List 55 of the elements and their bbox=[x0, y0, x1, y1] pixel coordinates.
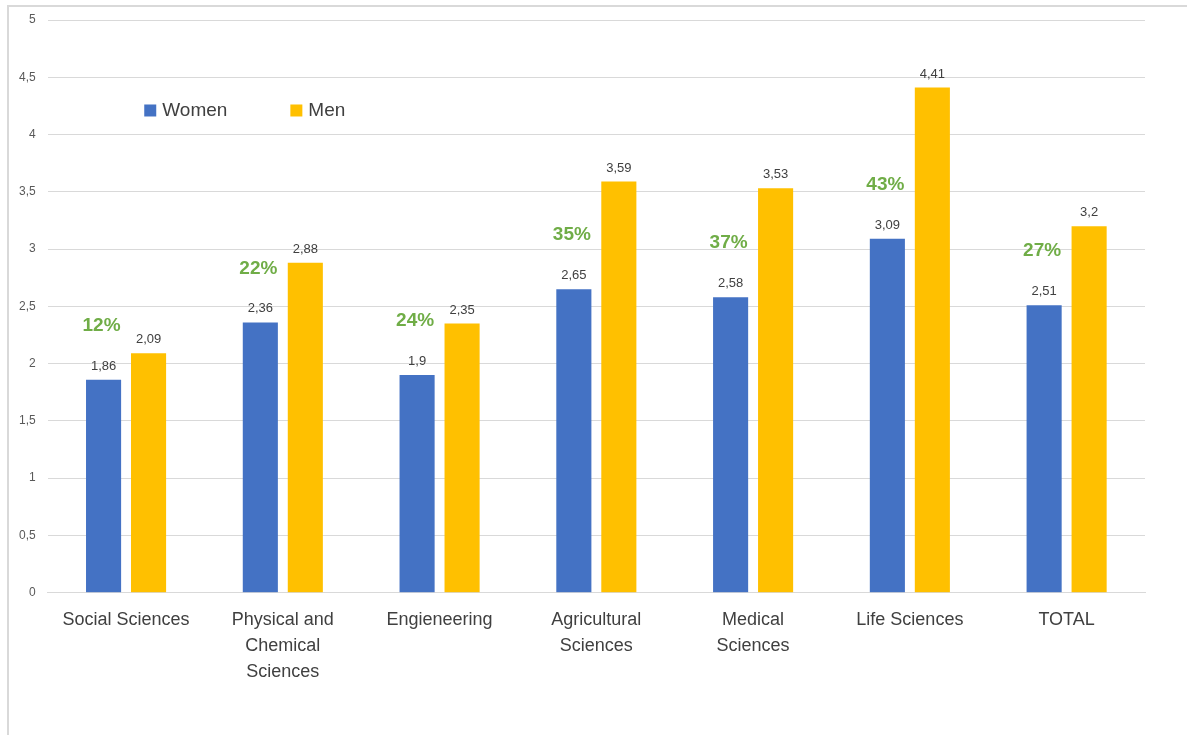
data-label: 2,58 bbox=[717, 275, 744, 291]
x-tick-label: Medical Sciences bbox=[716, 608, 790, 655]
x-tick-label: Physical and Chemical Sciences bbox=[231, 608, 334, 681]
bar bbox=[556, 289, 592, 593]
data-label: 2,51 bbox=[1031, 283, 1057, 299]
annotation: 37% bbox=[709, 231, 748, 253]
annotation: 12% bbox=[82, 313, 121, 335]
data-label: 3,53 bbox=[762, 166, 789, 182]
data-label: 3,59 bbox=[606, 159, 632, 175]
y-tick-label: 3,5 bbox=[18, 184, 36, 199]
y-tick-label: 3 bbox=[28, 241, 36, 256]
data-label: 1,86 bbox=[90, 357, 117, 373]
annotation: 35% bbox=[552, 223, 591, 245]
bar bbox=[713, 297, 749, 593]
x-tick-label: Social Sciences bbox=[62, 608, 190, 629]
bar bbox=[444, 323, 480, 593]
bar bbox=[1026, 305, 1062, 593]
bar bbox=[242, 322, 278, 593]
y-tick-label: 4 bbox=[28, 126, 36, 141]
annotation: 24% bbox=[396, 309, 435, 331]
legend-label: Men bbox=[308, 98, 346, 120]
data-label: 2,65 bbox=[561, 267, 587, 283]
x-tick-label: Life Sciences bbox=[856, 608, 964, 629]
data-label: 2,36 bbox=[247, 300, 273, 316]
data-label: 2,09 bbox=[135, 331, 162, 347]
x-tick-label: TOTAL bbox=[1038, 608, 1095, 629]
bar bbox=[914, 87, 950, 593]
annotation: 27% bbox=[1023, 239, 1062, 261]
y-tick-label: 1,5 bbox=[18, 413, 36, 428]
x-tick-label: Engieneering bbox=[386, 608, 493, 629]
bar bbox=[399, 375, 435, 593]
y-tick-label: 2 bbox=[28, 355, 36, 370]
y-tick-label: 2,5 bbox=[18, 298, 36, 313]
data-label: 2,35 bbox=[449, 301, 475, 317]
y-tick-label: 4,5 bbox=[18, 69, 36, 84]
legend-label: Women bbox=[162, 98, 228, 120]
y-tick-label: 5 bbox=[28, 12, 36, 27]
y-tick-label: 0,5 bbox=[18, 527, 36, 542]
bar bbox=[1071, 226, 1107, 593]
data-label: 3,09 bbox=[874, 216, 901, 232]
y-tick-label: 1 bbox=[28, 470, 36, 485]
x-tick-label: Agricultural Sciences bbox=[551, 608, 642, 655]
bar bbox=[601, 181, 637, 593]
annotation: 22% bbox=[239, 256, 278, 278]
data-label: 2,88 bbox=[292, 240, 318, 256]
data-label: 1,9 bbox=[408, 353, 427, 369]
bar bbox=[287, 262, 323, 593]
bar bbox=[869, 238, 905, 593]
y-tick-label: 0 bbox=[28, 585, 36, 600]
data-label: 3,2 bbox=[1080, 204, 1099, 220]
annotation: 43% bbox=[866, 173, 905, 195]
bar bbox=[86, 379, 122, 593]
data-label: 4,41 bbox=[919, 65, 946, 81]
bar bbox=[758, 188, 794, 593]
bar bbox=[131, 353, 167, 593]
